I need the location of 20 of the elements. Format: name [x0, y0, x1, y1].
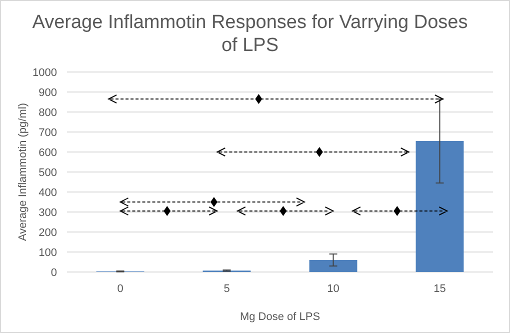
x-tick-label: 15: [434, 283, 446, 295]
y-tick-label: 600: [38, 146, 57, 159]
x-tick-label: 10: [327, 283, 340, 295]
x-axis-title: Mg Dose of LPS: [240, 311, 320, 323]
y-tick-label: 0: [50, 266, 57, 279]
y-tick-label: 300: [38, 206, 57, 219]
y-tick-label: 400: [38, 186, 57, 199]
bar: [309, 260, 358, 272]
chart-title: Average Inflammotin Responses for Varrying Doses of LPS: [32, 12, 468, 56]
x-tick-label: 5: [224, 283, 230, 295]
y-tick-label: 1000: [32, 66, 57, 79]
y-axis-title: Average Inflammotin (pg/ml): [17, 103, 29, 241]
x-tick-label: 0: [117, 283, 124, 295]
y-tick-label: 500: [38, 166, 57, 179]
y-tick-label: 800: [38, 106, 57, 119]
bar: [416, 141, 464, 272]
y-tick-label: 100: [38, 246, 57, 259]
y-tick-label: 900: [38, 86, 57, 99]
y-tick-label: 200: [38, 226, 57, 239]
y-tick-label: 700: [38, 126, 57, 139]
